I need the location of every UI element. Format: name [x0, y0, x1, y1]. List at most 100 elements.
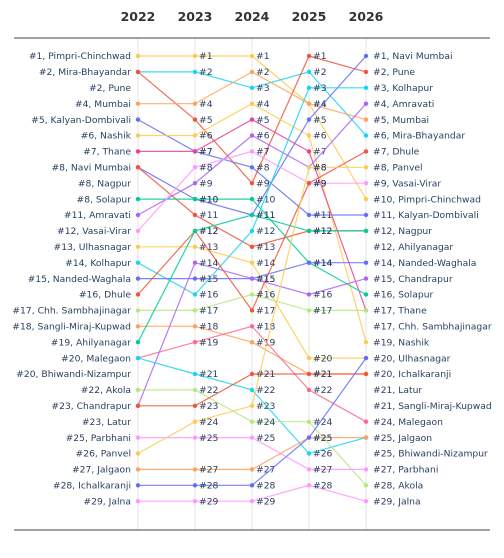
rank-label-parbhani-2024: #25: [256, 433, 276, 444]
point-ichalkaranji-2023: [192, 483, 198, 488]
rank-label-kolhapur-2024: #12: [256, 226, 275, 237]
point-panvel-2026: [363, 165, 369, 170]
right-label: #16, Solapur: [373, 290, 434, 301]
rank-label-sangli-miraj-kupwad-2025: #21: [313, 369, 332, 380]
rank-label-panvel-2023: #24: [199, 417, 219, 428]
rank-label-ahilyanagar-2023: #12: [199, 226, 218, 237]
point-panvel-2024: [249, 403, 255, 408]
rank-label-bhiwandi-nizampur-2023: #21: [199, 369, 218, 380]
left-labels: #1, Pimpri-Chinchwad #2, Mira-Bhayandar #2…: [12, 51, 131, 507]
point-ichalkaranji-2025: [306, 435, 312, 440]
left-label: #13, Ulhasnagar: [54, 242, 132, 253]
left-label: #2, Mira-Bhayandar: [39, 67, 131, 78]
point-mumbai-2023: [192, 101, 198, 106]
left-label: #26, Panvel: [76, 449, 131, 460]
right-label: #17, Thane: [373, 306, 427, 317]
left-label: #17, Chh. Sambhajinagar: [12, 306, 131, 317]
point-dhule-2025: [306, 181, 312, 186]
rank-label-solapur-2023: #10: [199, 194, 219, 205]
rank-label-ichalkaranji-2023: #28: [199, 481, 219, 492]
point-solapur-2022: [135, 196, 141, 202]
point-latur-2024: [249, 371, 255, 377]
point-nashik-2024: [249, 101, 255, 106]
rank-label-jalna-2025: #28: [313, 481, 333, 492]
point-parbhani-2023: [192, 435, 198, 440]
point-chandrapur-2026: [363, 276, 369, 281]
point-mumbai-2024: [249, 69, 255, 75]
point-malegaon-2023: [192, 340, 198, 345]
point-ichalkaranji-2024: [249, 483, 255, 488]
rank-label-nagpur-2025: #12: [313, 226, 332, 237]
point-ahilyanagar-2022: [135, 340, 141, 345]
point-panvel-2023: [192, 419, 198, 424]
rank-label-vasai-virar-2025: #9: [313, 178, 327, 189]
rank-label-sangli-miraj-kupwad-2024: #19: [256, 337, 276, 348]
rank-label-chandrapur-2023: #14: [199, 258, 219, 269]
left-label: #14, Kolhapur: [65, 258, 131, 269]
rank-label-vasai-virar-2023: #8: [199, 163, 213, 174]
point-pune-2023: [192, 117, 198, 122]
rank-label-amravati-2025: #8: [313, 163, 327, 174]
series-solapur: #10 #10 #14: [135, 194, 369, 297]
point-malegaon-2026: [363, 419, 369, 424]
series-akola: #22 #24 #24: [135, 385, 369, 488]
left-label: #8, Navi Mumbai: [51, 163, 131, 174]
point-chandrapur-2024: [249, 276, 255, 281]
point-pimpri-chinchwad-2026: [363, 196, 369, 202]
series-jalna: #29 #29 #28: [135, 481, 369, 507]
point-nanded-waghala-2025: [306, 260, 312, 265]
point-nanded-waghala-2026: [363, 260, 369, 265]
point-parbhani-2024: [249, 435, 255, 440]
rank-label-ahilyanagar-2025: #12: [313, 226, 332, 237]
right-label: #21, Sangli-Miraj-Kupwad: [373, 401, 492, 412]
series-latur: #23 #21 #21: [135, 369, 369, 412]
point-jalna-2024: [249, 499, 255, 504]
point-mira-bhayandar-2023: [192, 69, 198, 75]
point-latur-2026: [363, 371, 369, 377]
point-navi-mumbai-2026: [363, 53, 369, 59]
point-chandrapur-2025: [306, 292, 312, 297]
point-ulhasnagar-2025: [306, 355, 312, 361]
point-kolhapur-2024: [249, 228, 255, 234]
point-nagpur-2023: [192, 212, 198, 218]
point-malegaon-2025: [306, 387, 312, 393]
rank-label-kalyan-dombivali-2024: #8: [256, 163, 270, 174]
left-label: #4, Mumbai: [75, 99, 131, 110]
rank-label-nagpur-2023: #11: [199, 210, 218, 221]
right-label: #6, Mira-Bhayandar: [373, 131, 465, 142]
right-label: #17, Chh. Sambhajinagar: [373, 322, 492, 333]
rank-label-chh-sambhajinagar-2025: #17: [313, 306, 333, 317]
point-nashik-2022: [135, 133, 141, 138]
point-chh-sambhajinagar-2023: [192, 308, 198, 313]
series-kalyan-dombivali: #7 #8 #11: [135, 117, 369, 221]
point-kolhapur-2025: [306, 85, 312, 91]
right-label: #14, Nanded-Waghala: [373, 258, 476, 269]
point-malegaon-2024: [249, 324, 255, 329]
right-label: #15, Chandrapur: [373, 274, 453, 285]
right-label: #3, Kolhapur: [373, 83, 433, 94]
rank-label-pimpri-chinchwad-2025: #4: [313, 99, 327, 110]
right-label: #7, Dhule: [373, 147, 420, 158]
rank-label-jalna-2024: #29: [256, 496, 276, 507]
point-latur-2025: [306, 371, 312, 377]
point-nashik-2023: [192, 133, 198, 138]
right-label: #25, Jalgaon: [373, 433, 432, 444]
rank-label-thane-2023: #7: [199, 147, 213, 158]
rank-label-nanded-waghala-2023: #15: [199, 274, 219, 285]
rank-label-kalyan-dombivali-2023: #7: [199, 147, 213, 158]
point-akola-2026: [363, 483, 369, 488]
right-label: #8, Panvel: [373, 163, 423, 174]
rank-label-pimpri-chinchwad-2023: #1: [199, 51, 213, 62]
point-mumbai-2025: [306, 101, 312, 106]
point-mira-bhayandar-2025: [306, 69, 312, 75]
rank-label-thane-2025: #7: [313, 147, 327, 158]
point-bhiwandi-nizampur-2022: [135, 355, 141, 361]
year-label-2022: 2022: [121, 9, 156, 24]
year-label-2024: 2024: [235, 9, 270, 24]
point-ahilyanagar-2023: [192, 228, 198, 234]
left-label: #2, Pune: [89, 83, 131, 94]
year-label-2026: 2026: [349, 9, 384, 24]
rank-label-parbhani-2025: #27: [313, 465, 333, 476]
point-jalgaon-2024: [249, 467, 255, 472]
